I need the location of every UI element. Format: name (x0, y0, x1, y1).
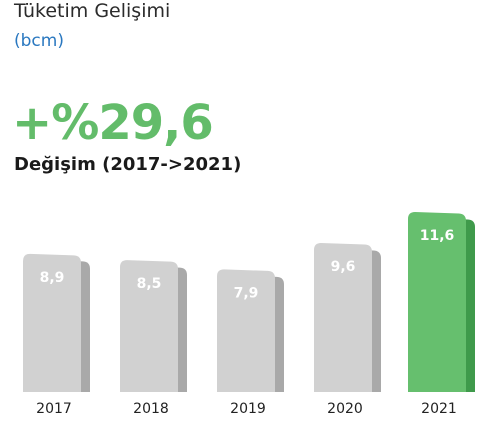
data-label: 7,9 (234, 285, 259, 301)
bar-2017 (23, 253, 81, 392)
bar-group-2021: 11,6 2021 (408, 211, 475, 417)
bar-2020 (314, 243, 372, 392)
bar-2021 (408, 211, 466, 392)
bar-group-2020: 9,6 2020 (314, 243, 381, 417)
bar-2018 (120, 260, 178, 392)
change-label: Değişim (2017->2021) (14, 154, 242, 175)
x-tick-label: 2020 (327, 401, 363, 417)
bar-2019 (217, 269, 275, 392)
x-tick-label: 2017 (36, 401, 72, 417)
change-value: +%29,6 (12, 95, 214, 151)
x-tick-label: 2019 (230, 401, 266, 417)
data-label: 8,5 (137, 276, 162, 292)
bar-group-2017: 8,9 2017 (23, 253, 90, 417)
x-tick-label: 2018 (133, 401, 169, 417)
data-label: 9,6 (331, 259, 356, 275)
bar-group-2019: 7,9 2019 (217, 269, 284, 417)
unit-label: (bcm) (14, 31, 64, 51)
x-tick-label: 2021 (421, 401, 457, 417)
chart-title: Tüketim Gelişimi (14, 0, 171, 22)
data-label: 11,6 (420, 228, 455, 244)
bar-group-2018: 8,5 2018 (120, 260, 187, 417)
data-label: 8,9 (40, 270, 65, 286)
